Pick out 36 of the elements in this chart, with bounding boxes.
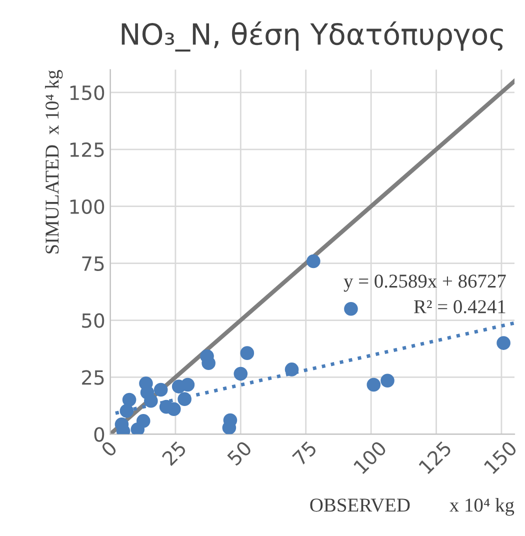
point (159, 400, 174, 414)
point (344, 302, 358, 316)
point (380, 374, 394, 388)
x-tick-label: 25 (161, 440, 187, 466)
point (120, 404, 134, 418)
annotation: y = 0.2589x + 86727 (344, 274, 506, 292)
chart-title: NO₃_N, θέση Υδατόπυργος (122, 21, 503, 52)
point (172, 380, 186, 394)
y-tick-label: 100 (70, 199, 104, 214)
y-tick-label: 125 (70, 142, 104, 158)
y-tick-label: 150 (70, 85, 104, 100)
x-axis-title: OBSERVED x 10⁴ kg (310, 498, 514, 516)
y-tick-label: 75 (82, 256, 104, 271)
point (130, 422, 145, 434)
x-tick-label: 150 (483, 440, 518, 474)
point (178, 392, 192, 406)
point (122, 392, 136, 407)
point (284, 362, 299, 376)
y-tick-label: 0 (94, 427, 104, 442)
x-tick-label: 125 (418, 440, 452, 474)
y-tick-label: 25 (82, 370, 104, 385)
point (240, 346, 254, 360)
point (144, 394, 158, 408)
annotation: R² = 0.4241 (414, 300, 506, 314)
point (496, 336, 510, 350)
point (202, 356, 216, 370)
point (114, 417, 129, 432)
point (366, 378, 381, 392)
y-tick-label: 50 (82, 313, 104, 328)
x-tick-label: 75 (292, 440, 318, 466)
x-tick-label: 100 (353, 440, 388, 474)
y-axis-title: SIMULATED x 10⁴ kg (45, 70, 63, 254)
point (154, 382, 168, 397)
point (306, 254, 320, 268)
x-tick-label: 50 (226, 440, 252, 466)
point (234, 366, 248, 381)
